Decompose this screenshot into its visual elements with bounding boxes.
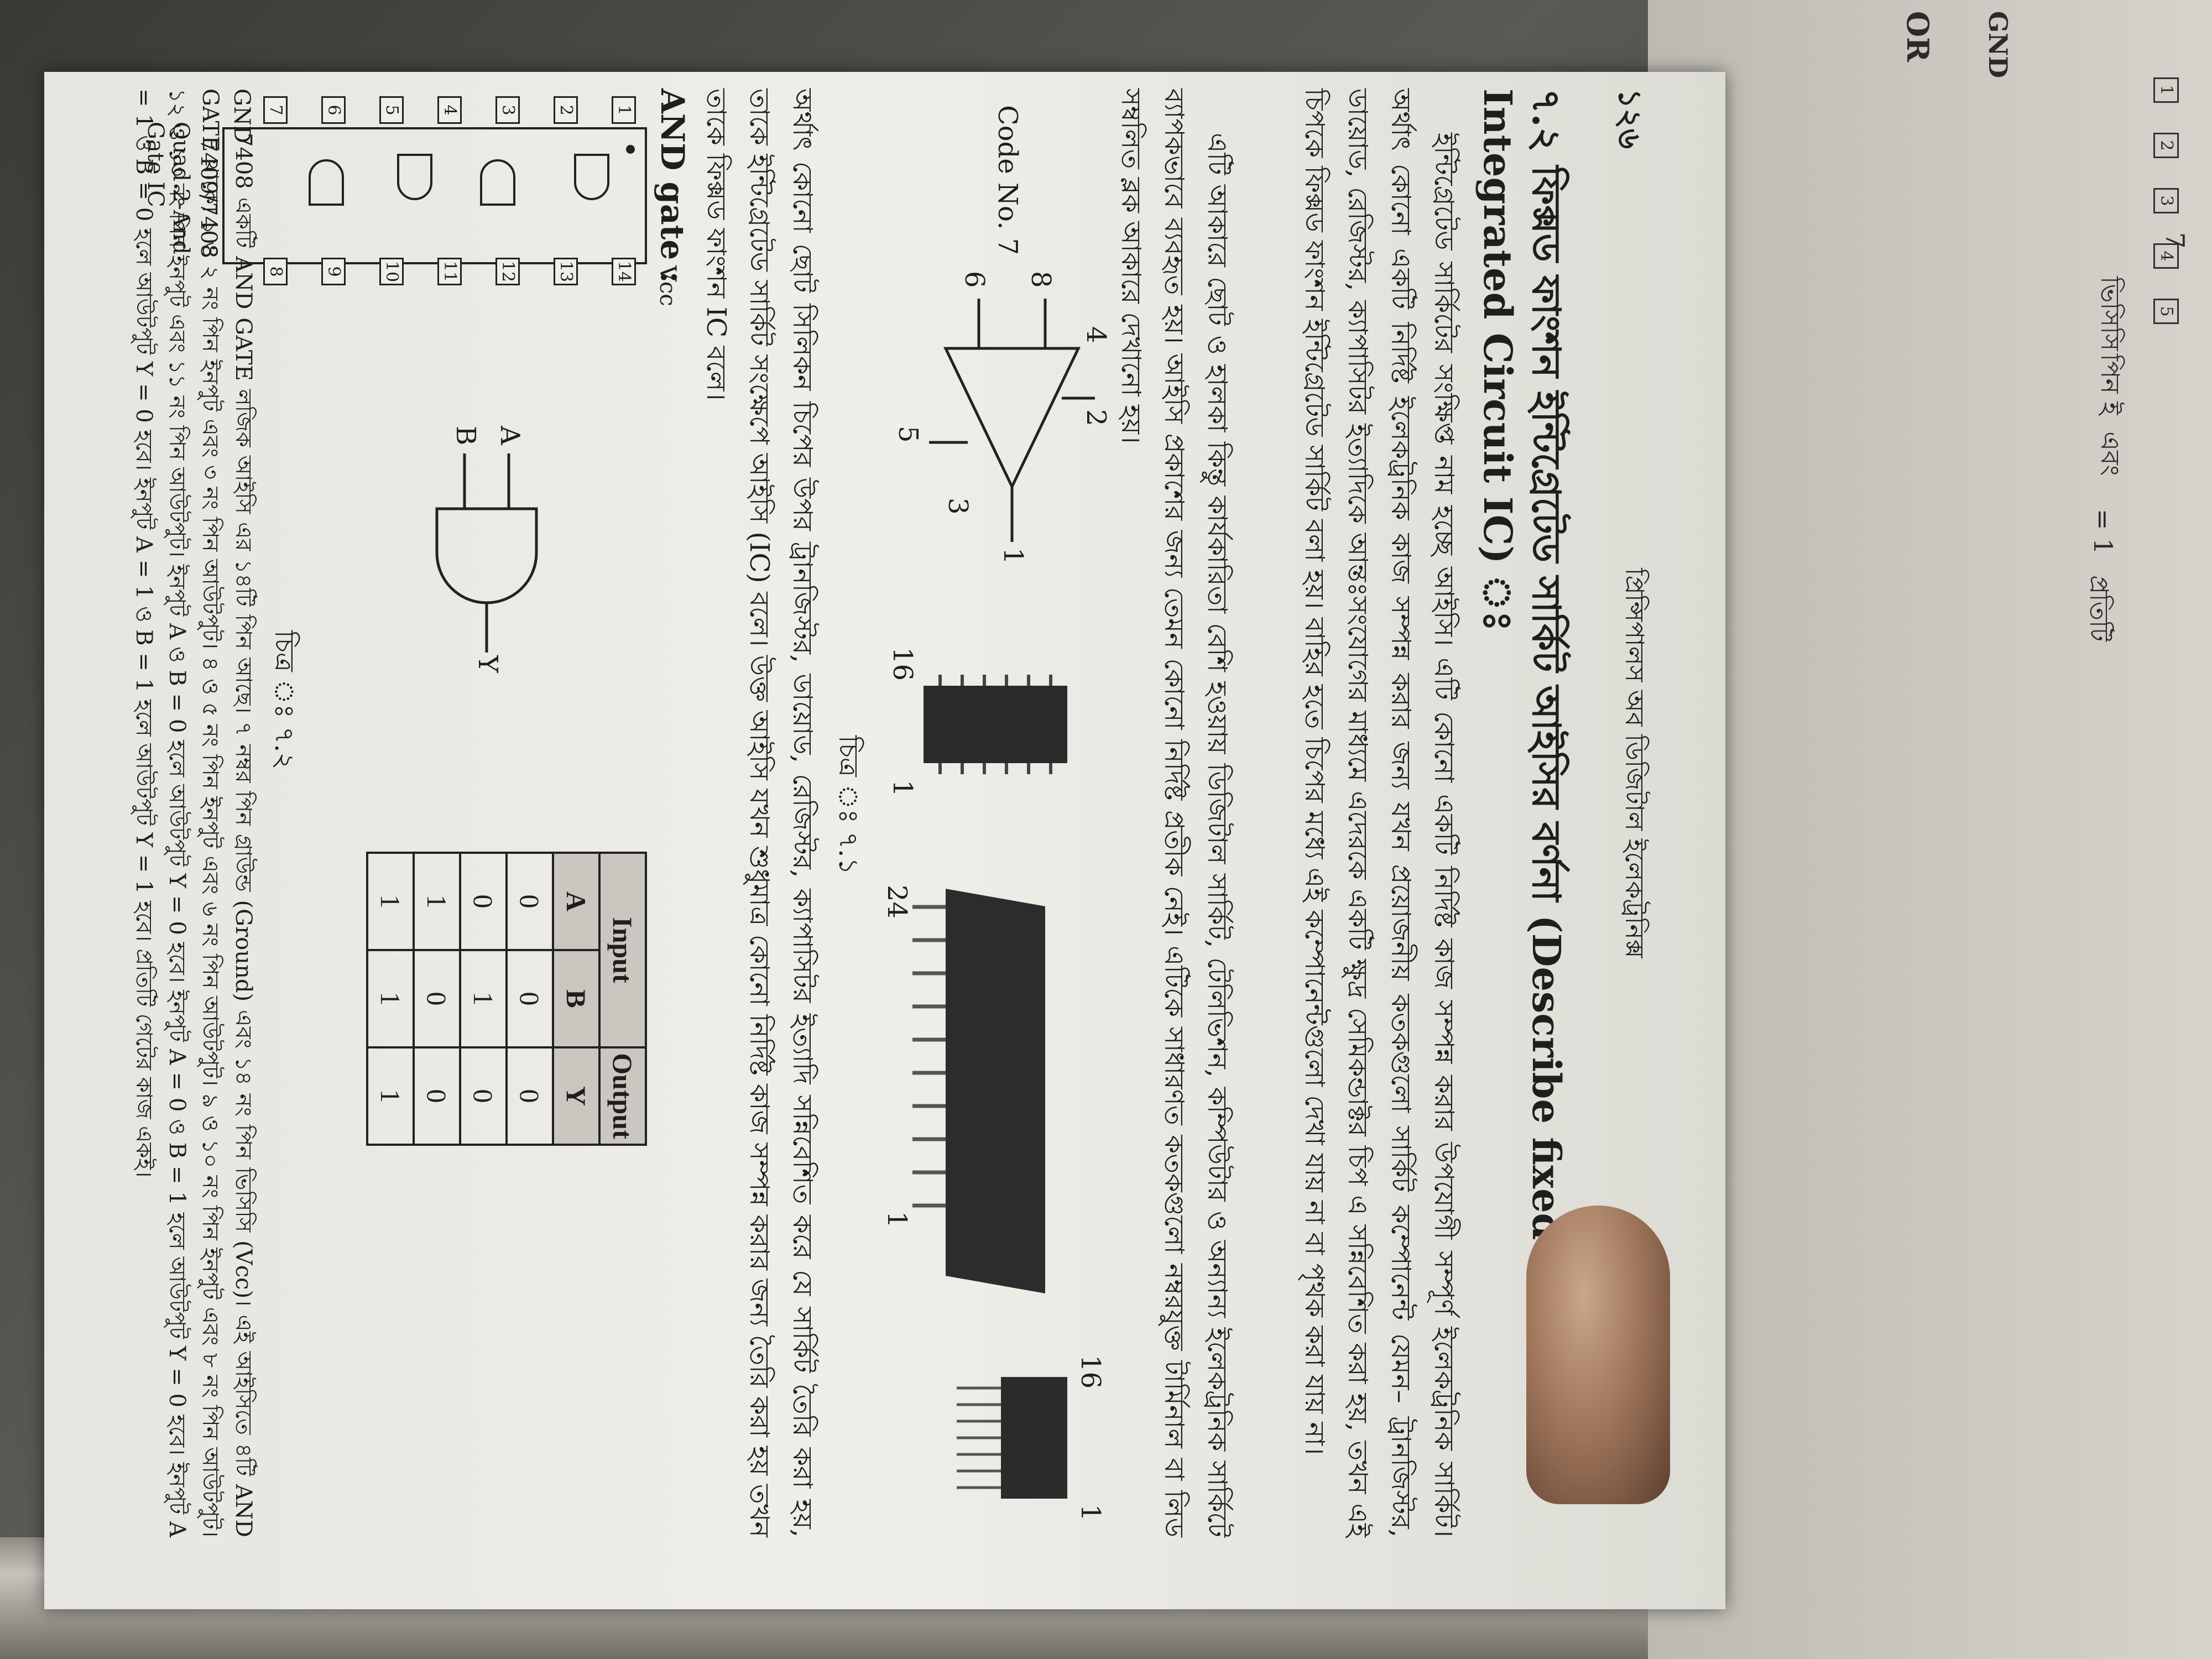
cell-a: 1 [367, 853, 414, 950]
vcc-label: Vcc [655, 265, 680, 306]
truth-table-grid: Input Output A B Y 0 0 0 0 1 0 [366, 852, 647, 1146]
figure-7-2-caption: চিত্র ঃ ৭.২ [269, 630, 300, 770]
gate-input-b: B [450, 426, 481, 446]
truth-table: Input Output A B Y 0 0 0 0 1 0 [366, 852, 647, 1146]
adjacent-line-number: 7 [2160, 232, 2190, 249]
cell-a: 0 [460, 853, 507, 950]
ic-pin-2: 2 [554, 96, 578, 124]
flatpack-pin-16-label: 16 [1075, 1355, 1106, 1389]
adjacent-line-eq: = 1 [2088, 509, 2118, 555]
ic-pin-12: 12 [495, 258, 520, 285]
pin-label-5: 5 [893, 426, 924, 443]
cell-y: 0 [414, 1047, 460, 1145]
cell-y: 0 [460, 1047, 507, 1145]
and-gate-symbol: A B Y [404, 420, 570, 675]
table-row: 0 0 0 [507, 853, 553, 1145]
pin-label-6: 6 [959, 271, 990, 288]
pin-label-3: 3 [942, 498, 973, 515]
and-gate-drawing [435, 453, 538, 653]
and-gate-title: AND gate : [654, 88, 691, 283]
running-header: প্রিন্সিপালস অব ডিজিটাল ইলেকট্রনিক্স [1620, 568, 1650, 958]
pin-label-4: 4 [1081, 326, 1112, 343]
adjacent-pin-5: 5 [2153, 299, 2179, 324]
page-content: ১২৬ প্রিন্সিপালস অব ডিজিটাল ইলেকট্রনিক্স… [94, 72, 1698, 1537]
paragraph-ic-definition: ইন্টিগ্রেটেড সার্কিটের সংক্ষিপ্ত নাম হচ্… [1299, 88, 1459, 1537]
ic-pin-1: 1 [612, 96, 636, 124]
ic-pin-9: 9 [321, 258, 346, 285]
adjacent-or-label: OR [1900, 11, 1936, 62]
cell-y: 0 [507, 1047, 553, 1145]
cell-a: 1 [414, 853, 460, 950]
dip-pin-16-label: 16 [887, 647, 918, 681]
adjacent-pin-3: 3 [2153, 188, 2179, 213]
dip24-pin-1-label: 1 [881, 1211, 912, 1228]
input-header: Input [599, 853, 646, 1047]
ic-pin-5: 5 [379, 96, 404, 124]
table-row: 1 0 0 [414, 853, 460, 1145]
adjacent-line-ebong: এবং [2095, 431, 2125, 476]
adjacent-pin-1: 1 [2153, 77, 2179, 103]
ic-internal-gates [309, 145, 635, 206]
ic-pin-11: 11 [437, 258, 462, 285]
ic-pin-8: 8 [263, 258, 288, 285]
adjacent-pin-2: 2 [2153, 133, 2179, 158]
ic-pin-3: 3 [495, 96, 520, 124]
ic-7408-pinout: 1 2 3 4 5 6 7 14 13 12 11 10 9 8 [143, 88, 680, 306]
output-header: Output [599, 1047, 646, 1145]
column-a-header: A [553, 853, 599, 950]
adjacent-page: OR 1 2 3 4 5 GND 7 ভিসিসি পিন ই এবং = 1 … [1648, 0, 2212, 1659]
dip-pin-24-label: 24 [881, 885, 912, 919]
table-row: 0 1 0 [460, 853, 507, 1145]
pin-label-2: 2 [1081, 409, 1112, 426]
column-b-header: B [553, 950, 599, 1047]
cell-y: 1 [367, 1047, 414, 1145]
flatpack-pin-1-label: 1 [1075, 1504, 1106, 1521]
cell-b: 0 [414, 950, 460, 1047]
figure-ic-packages: Code No. 7 8 6 4 2 5 3 1 16 1 24 1 16 1 [879, 88, 1112, 1537]
cell-b: 0 [507, 950, 553, 1047]
table-row: 1 1 1 [367, 853, 414, 1145]
ic-pin-14: 14 [612, 258, 636, 285]
cell-b: 1 [460, 950, 507, 1047]
paragraph-ic-usage: এটি আকারে ছোট ও হালকা কিন্তু কার্যকারিতা… [1115, 88, 1233, 1537]
gate-input-a: A [494, 426, 525, 445]
adjacent-line-each: প্রতিটি [2084, 575, 2114, 642]
paragraph-fixed-function-ic: অর্থাৎ কোনো ছোট সিলিকন চিপের উপর ট্রানজি… [701, 88, 818, 1537]
adjacent-gnd-label: GND [1983, 11, 2013, 79]
figure-7-1-caption: চিত্র ঃ ৭.১ [833, 735, 864, 875]
paragraph-7408-description: 7408 একটি AND GATE লজিক আইসি এর ১৪টি পিন… [131, 88, 256, 1537]
ic-pin-7: 7 [263, 96, 288, 124]
ic-packages-drawing [912, 299, 1095, 1499]
page-number: ১২৬ [1611, 88, 1648, 149]
adjacent-line-pin: পিন ই [2095, 354, 2125, 415]
book-page: ১২৬ প্রিন্সিপালস অব ডিজিটাল ইলেকট্রনিক্স… [44, 72, 1725, 1609]
pin-label-1: 1 [998, 547, 1029, 565]
column-y-header: Y [553, 1047, 599, 1145]
ic-pin-10: 10 [379, 258, 404, 285]
cell-b: 1 [367, 950, 414, 1047]
code-number-label: Code No. 7 [992, 105, 1023, 255]
finger-holding-page [1526, 1206, 1670, 1504]
ic-pin-4: 4 [437, 96, 462, 124]
pin-label-8: 8 [1025, 271, 1056, 288]
adjacent-line-vcc: ভিসিসি [2095, 276, 2125, 351]
ic-pin-13: 13 [554, 258, 578, 285]
ic-pin-6: 6 [321, 96, 346, 124]
gate-output-y: Y [472, 655, 503, 673]
cell-a: 0 [507, 853, 553, 950]
dip-pin-1-label: 1 [887, 780, 918, 797]
